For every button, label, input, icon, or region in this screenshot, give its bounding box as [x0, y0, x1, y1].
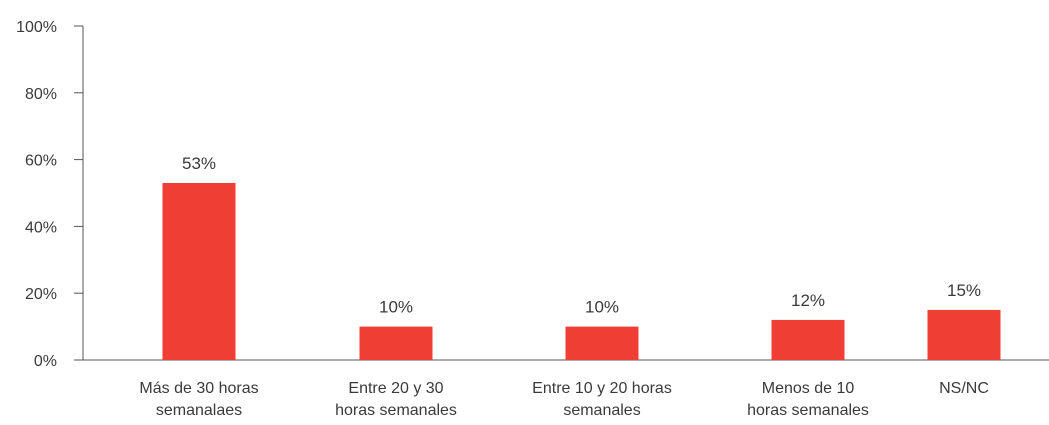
bar: [359, 326, 433, 360]
category-label: Menos de 10: [762, 380, 855, 397]
category-label: NS/NC: [939, 380, 989, 397]
y-tick-label: 60%: [25, 153, 57, 170]
data-label: 15%: [947, 281, 981, 300]
y-tick-label: 80%: [25, 86, 57, 103]
bar: [565, 326, 639, 360]
category-label: horas semanales: [335, 402, 457, 419]
bar: [771, 319, 845, 360]
category-labels: Más de 30 horas semanalaes Entre 20 y 30 ho…: [139, 380, 988, 419]
category-label: Entre 10 y 20 horas: [532, 380, 672, 397]
y-tick-label: 100%: [16, 19, 57, 36]
data-label: 53%: [182, 154, 216, 173]
bars: [162, 182, 1001, 360]
category-label: semanales: [563, 402, 640, 419]
data-label: 10%: [379, 298, 413, 317]
category-label: Más de 30 horas: [139, 380, 258, 397]
category-label: Entre 20 y 30: [348, 380, 443, 397]
y-tick-label: 20%: [25, 286, 57, 303]
y-tick-label: 0%: [34, 353, 57, 370]
data-label: 12%: [791, 291, 825, 310]
category-label: horas semanales: [747, 402, 869, 419]
data-labels: 53% 10% 10% 12% 15%: [182, 154, 981, 317]
y-tick-label: 40%: [25, 219, 57, 236]
y-axis: 0% 20% 40% 60% 80% 100%: [16, 19, 84, 370]
category-label: semanalaes: [156, 402, 242, 419]
data-label: 10%: [585, 298, 619, 317]
bar: [927, 309, 1001, 360]
bar: [162, 182, 236, 360]
